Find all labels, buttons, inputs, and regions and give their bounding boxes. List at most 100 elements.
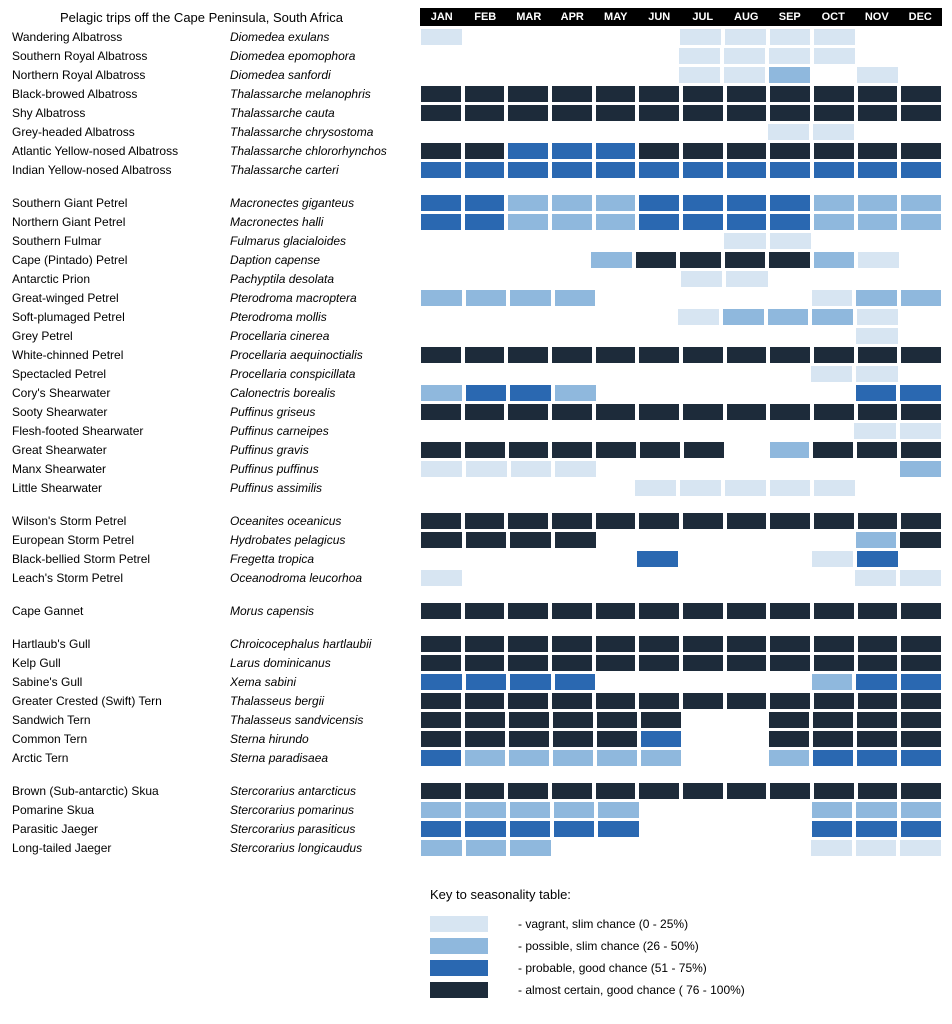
month-grid <box>420 441 942 459</box>
season-cell <box>813 66 854 84</box>
season-cell <box>507 104 549 122</box>
season-cell <box>420 569 463 587</box>
season-cell <box>639 441 681 459</box>
season-cell <box>593 422 634 440</box>
species-row: Sandwich TernThalasseus sandvicensis <box>10 711 942 729</box>
season-cell <box>420 512 462 530</box>
season-cell <box>856 308 899 326</box>
season-cell <box>900 346 942 364</box>
season-cell <box>464 104 506 122</box>
species-row: Northern Royal AlbatrossDiomedea sanford… <box>10 66 942 84</box>
scientific-name: Pterodroma macroptera <box>230 291 420 305</box>
season-cell <box>464 692 506 710</box>
season-cell <box>506 66 547 84</box>
common-name: Hartlaub's Gull <box>10 637 230 651</box>
season-cell <box>595 346 637 364</box>
season-cell <box>595 635 637 653</box>
season-cell <box>509 801 551 819</box>
season-cell <box>508 569 549 587</box>
season-cell <box>769 28 812 46</box>
season-cell <box>554 839 595 857</box>
season-cell <box>681 569 722 587</box>
season-cell <box>684 531 725 549</box>
scientific-name: Fulmarus glacialoides <box>230 234 420 248</box>
season-cell <box>683 673 724 691</box>
season-cell <box>595 403 637 421</box>
season-cell <box>420 308 461 326</box>
scientific-name: Xema sabini <box>230 675 420 689</box>
season-cell <box>548 308 589 326</box>
season-cell <box>593 550 634 568</box>
season-cell <box>857 142 899 160</box>
season-cell <box>769 213 811 231</box>
season-cell <box>813 251 856 269</box>
season-cell <box>554 673 597 691</box>
common-name: Antarctic Prion <box>10 272 230 286</box>
season-cell <box>722 308 765 326</box>
season-cell <box>856 749 898 767</box>
season-cell <box>464 635 506 653</box>
season-cell <box>814 270 855 288</box>
season-cell <box>463 270 504 288</box>
season-cell <box>464 654 506 672</box>
scientific-name: Oceanodroma leucorhoa <box>230 571 420 585</box>
season-cell <box>552 730 594 748</box>
season-cell <box>726 602 768 620</box>
common-name: Kelp Gull <box>10 656 230 670</box>
season-cell <box>638 85 680 103</box>
season-cell <box>464 749 506 767</box>
species-row: Northern Giant PetrelMacronectes halli <box>10 213 942 231</box>
season-cell <box>813 142 855 160</box>
season-cell <box>599 460 640 478</box>
season-cell <box>508 28 549 46</box>
group-gap <box>10 498 942 512</box>
season-cell <box>551 441 593 459</box>
season-cell <box>465 460 508 478</box>
season-cell <box>682 512 724 530</box>
season-cell <box>551 782 593 800</box>
season-cell <box>768 711 810 729</box>
legend-row: - probable, good chance (51 - 75%) <box>430 960 942 976</box>
season-cell <box>420 142 462 160</box>
scientific-name: Thalassarche chrysostoma <box>230 125 420 139</box>
season-cell <box>681 550 722 568</box>
season-cell <box>813 85 855 103</box>
season-cell <box>723 47 766 65</box>
season-cell <box>638 403 680 421</box>
season-cell <box>899 422 942 440</box>
season-cell <box>507 194 549 212</box>
season-cell <box>771 270 812 288</box>
season-cell <box>638 161 680 179</box>
season-cell <box>810 839 853 857</box>
season-cell <box>682 403 724 421</box>
season-cell <box>638 782 680 800</box>
season-cell <box>554 531 597 549</box>
season-cell <box>550 422 591 440</box>
season-cell <box>857 232 898 250</box>
season-cell <box>507 213 549 231</box>
season-cell <box>813 654 855 672</box>
month-grid <box>420 801 942 819</box>
season-cell <box>724 251 767 269</box>
season-cell <box>813 161 855 179</box>
common-name: Grey-headed Albatross <box>10 125 230 139</box>
season-cell <box>769 194 811 212</box>
scientific-name: Puffinus griseus <box>230 405 420 419</box>
season-cell <box>901 550 942 568</box>
season-cell <box>682 161 724 179</box>
species-row: Wandering AlbatrossDiomedea exulans <box>10 28 942 46</box>
species-row: Sabine's GullXema sabini <box>10 673 942 691</box>
season-cell <box>899 569 942 587</box>
season-cell <box>595 512 637 530</box>
season-cell <box>682 213 724 231</box>
season-cell <box>856 441 898 459</box>
season-cell <box>507 403 549 421</box>
season-cell <box>769 142 811 160</box>
season-cell <box>768 47 811 65</box>
season-cell <box>813 104 855 122</box>
season-cell <box>551 85 593 103</box>
month-header-cell: AUG <box>725 8 769 26</box>
season-cell <box>813 460 854 478</box>
season-cell <box>549 66 590 84</box>
season-cell <box>900 441 942 459</box>
